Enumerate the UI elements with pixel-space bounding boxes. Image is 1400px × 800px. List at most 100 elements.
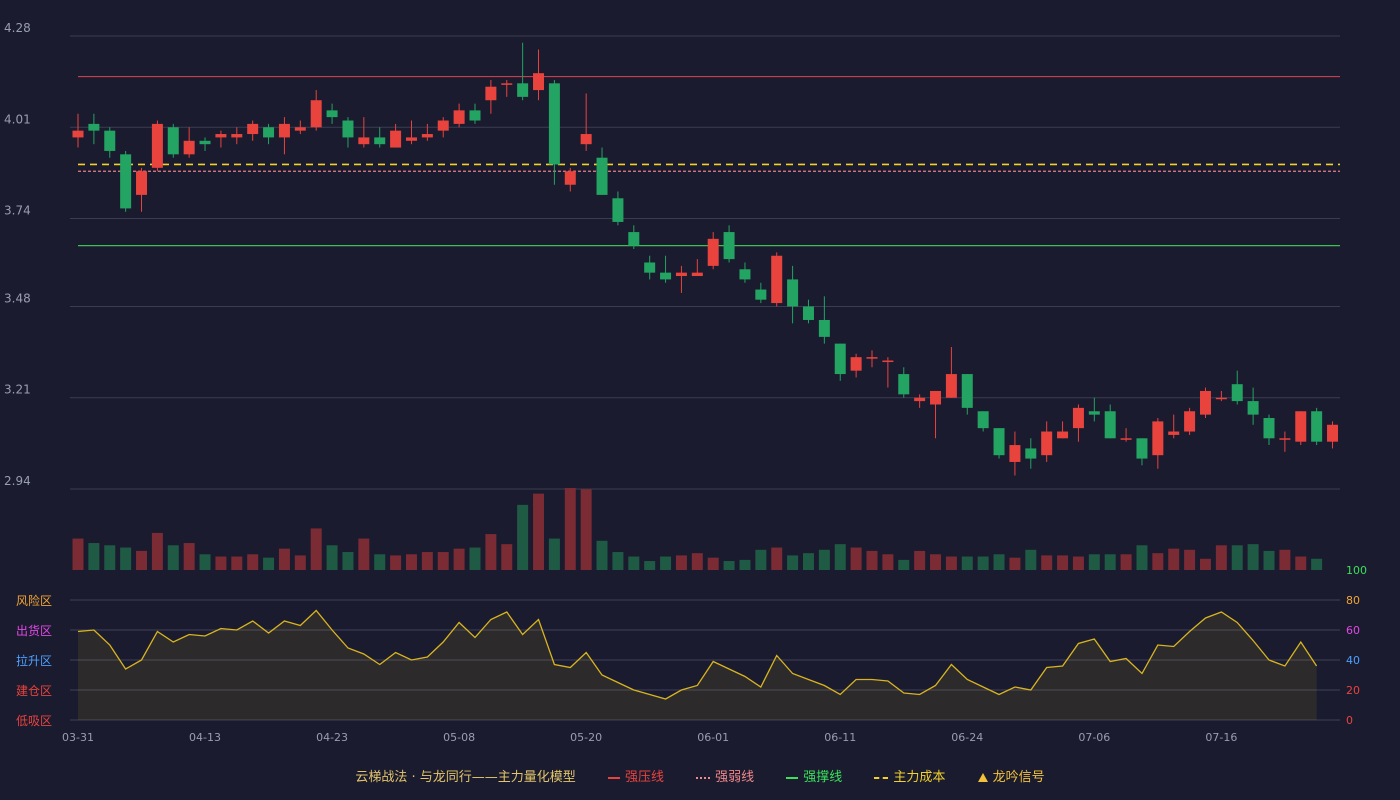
volume-bar [183,543,195,570]
candle-body [358,137,370,145]
candle-body [914,397,926,402]
candle-body [1263,418,1275,439]
volume-bar [88,543,100,570]
volume-bar [1120,554,1132,570]
x-tick-label: 05-08 [443,731,475,744]
volume-bar [818,549,830,570]
legend-swatch-strong-pressure [607,776,620,779]
candle-body [263,127,275,138]
volume-bar [501,544,513,570]
volume-bar [72,538,84,570]
volume-bar [1247,544,1259,570]
volume-bar [660,556,672,570]
candle-body [739,269,751,280]
candle-body [1120,438,1132,440]
candle-body [294,127,306,131]
legend-title: 云梯战法 · 与龙同行——主力量化模型 [355,770,576,785]
candle-body [882,360,894,363]
volume-bar [1136,545,1148,570]
candle-body [374,137,386,145]
price-tick-label: 4.28 [4,21,31,35]
candle-body [1231,384,1243,402]
candle-body [231,134,243,138]
volume-bar [548,538,560,570]
volume-bar [310,528,322,570]
volume-bar [834,544,846,570]
legend-item-strong-pressure[interactable]: 强压线 [607,766,664,785]
oscillator-tick-label: 20 [1346,684,1360,697]
legend-label-main-cost: 主力成本 [893,770,946,785]
candle-body [850,357,862,371]
legend-item-strong-support[interactable]: 强撑线 [786,766,842,785]
candle-body [802,306,814,320]
candle-body [310,100,322,128]
legend-item-dragon-signal[interactable]: 龙吟信号 [977,766,1045,785]
candle-body [501,83,513,85]
volume-bar [1184,549,1196,570]
volume-bar [644,561,656,570]
volume-bar [104,545,116,570]
candle-body [771,255,783,304]
volume-bar [564,488,576,570]
volume-bar [1279,549,1291,570]
legend-item-main-cost[interactable]: 主力成本 [874,766,945,785]
x-tick-label: 06-11 [824,731,856,744]
volume-bar [1057,555,1069,570]
candle-body [1152,421,1164,456]
volume-bar [136,550,148,570]
candle-body [1279,438,1291,440]
legend-swatch-strength-weakness [696,776,711,779]
volume-bar [930,554,942,570]
candle-body [167,127,179,155]
price-tick-label: 2.94 [4,474,31,488]
volume-bar [850,547,862,570]
candle-body [596,157,608,195]
volume-bar [358,538,370,570]
volume-bar [167,545,179,570]
candle-body [898,374,910,395]
volume-bar [771,547,783,570]
oscillator-tick-label: 100 [1346,564,1367,577]
volume-bar [707,557,719,570]
oscillator-zone-label: 拉升区 [16,653,52,668]
volume-bar [993,554,1005,570]
volume-bar [294,555,306,570]
candle-body [469,110,481,121]
volume-bar [787,555,799,570]
candle-body [1025,448,1037,459]
x-tick-label: 03-31 [62,731,94,744]
candle-body [517,83,529,97]
price-tick-label: 4.01 [4,112,31,126]
candle-body [437,120,449,131]
volume-bar [882,554,894,570]
candle-body [707,238,719,266]
candle-body [723,232,735,260]
candle-body [151,123,163,168]
candle-body [120,154,132,209]
oscillator-zone-label: 风险区 [16,593,52,608]
volume-bar [1199,558,1211,570]
volume-bar [945,556,957,570]
candle-body [88,123,100,131]
candle-body [533,73,545,91]
volume-bar [1088,554,1100,570]
volume-bar [1231,545,1243,570]
volume-bar [580,489,592,570]
candle-body [342,120,354,138]
candle-body [1215,397,1227,400]
candle-body [1295,411,1307,442]
volume-bar [1168,548,1180,570]
candle-body [930,390,942,405]
candle-body [755,289,767,300]
candle-body [564,171,576,185]
candle-body [1311,411,1323,442]
volume-bar [215,556,227,570]
candle-body [612,198,624,222]
candle-body [1009,445,1021,462]
legend-item-strength-weakness[interactable]: 强弱线 [696,766,754,785]
volume-bar [437,552,449,570]
legend-label-strong-pressure: 强压线 [624,770,664,785]
volume-bar [199,554,211,570]
volume-bar [723,561,735,570]
